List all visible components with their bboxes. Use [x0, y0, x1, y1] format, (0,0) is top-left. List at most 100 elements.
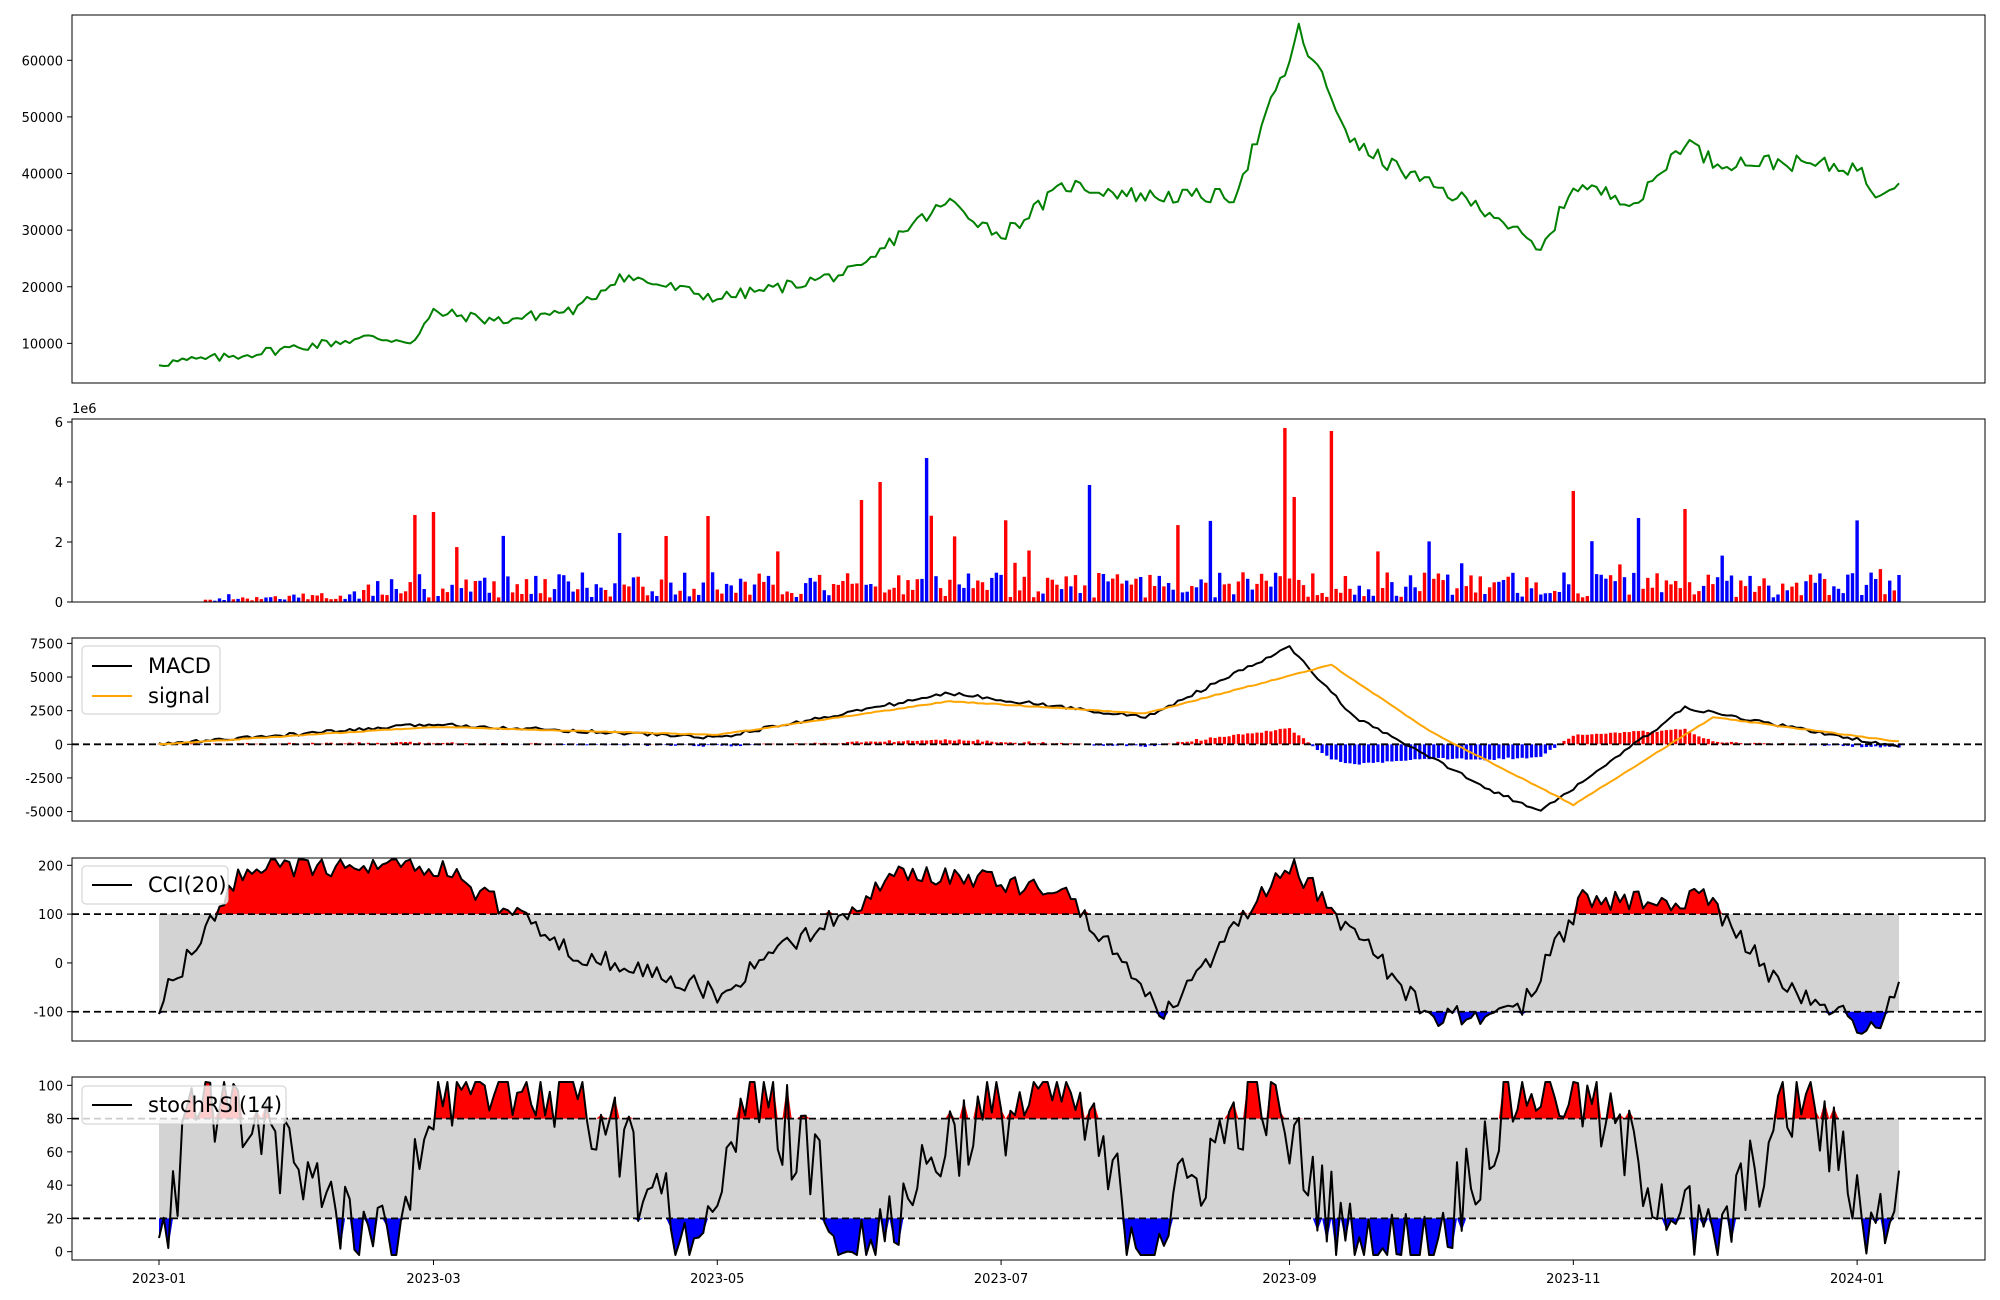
macd-histogram-bar: [1204, 739, 1208, 745]
volume-bar: [1097, 573, 1101, 602]
macd-histogram-bar: [1627, 732, 1631, 745]
volume-bar: [1408, 575, 1413, 602]
macd-histogram-bar: [673, 744, 677, 746]
volume-bar: [1325, 596, 1329, 602]
macd-histogram-bar: [1301, 738, 1306, 745]
macd-histogram-bar: [697, 744, 701, 747]
volume-bar: [1669, 584, 1673, 602]
volume-bar: [1748, 575, 1752, 602]
volume-bar: [269, 597, 273, 602]
macd-histogram-bar: [1567, 738, 1571, 745]
volume-bar: [1692, 594, 1696, 602]
volume-bar: [310, 595, 315, 602]
volume-bar: [1357, 585, 1361, 602]
macd-histogram-bar: [1692, 734, 1696, 745]
volume-bar: [976, 580, 980, 602]
cci-panel: -100 0 100 200: [33, 857, 1986, 1042]
volume-bar: [1455, 588, 1459, 602]
macd-histogram-bar: [1650, 731, 1654, 745]
volume-bar: [999, 574, 1003, 602]
volume-bar: [1287, 578, 1292, 602]
volume-bar: [1227, 583, 1231, 602]
volume-bar: [1827, 595, 1831, 602]
macd-histogram-bar: [1511, 744, 1515, 760]
volume-bar: [1608, 575, 1613, 602]
macd-histogram-bar: [1711, 741, 1715, 745]
macd-histogram-bar: [1585, 734, 1589, 745]
volume-bar: [957, 584, 961, 602]
macd-ytick-label: 5000: [30, 671, 63, 686]
macd-histogram-bar: [1376, 744, 1380, 763]
stochrsi-axes-frame: [71, 1076, 1986, 1261]
volume-bar: [1022, 576, 1026, 602]
volume-bar: [859, 500, 864, 602]
volume-bar: [1557, 592, 1562, 602]
macd-histogram-bar: [1632, 731, 1636, 745]
macd-histogram-bar: [464, 743, 468, 745]
macd-histogram-bar: [1664, 730, 1668, 745]
volume-bar: [1543, 593, 1548, 602]
volume-bar: [622, 584, 626, 602]
macd-ytick-label: 7500: [30, 637, 63, 652]
volume-bar: [943, 596, 947, 602]
volume-bar: [627, 586, 631, 602]
volume-bar: [1855, 520, 1859, 602]
volume-bar: [850, 583, 854, 602]
stochrsi-line: [158, 1081, 1900, 1256]
macd-histogram-bar: [385, 743, 389, 745]
volume-bar: [1045, 577, 1050, 602]
macd-histogram-bar: [431, 743, 436, 745]
volume-bar: [1576, 593, 1580, 602]
macd-histogram-bar: [1618, 732, 1622, 745]
macd-histogram-bar: [408, 741, 412, 745]
macd-histogram-bar: [1581, 734, 1585, 745]
volume-bar: [1273, 572, 1278, 602]
volume-bar: [1413, 587, 1417, 602]
macd-histogram-bar: [1483, 744, 1487, 761]
volume-bar: [1162, 586, 1166, 602]
volume-bar: [1757, 586, 1762, 602]
macd-histogram-bar: [1274, 730, 1278, 745]
volume-bar: [659, 579, 664, 602]
volume-bar: [901, 594, 906, 602]
volume-bar: [329, 599, 333, 602]
shared-x-axis: 2023-01 2023-03 2023-05 2023-07 2023-09 2023-…: [132, 1260, 1884, 1287]
macd-histogram-bar: [827, 743, 831, 745]
volume-bar: [520, 594, 524, 602]
volume-bar: [1139, 577, 1143, 602]
volume-bar: [692, 588, 696, 602]
stochrsi-legend-box: [81, 1085, 287, 1125]
volume-bar: [938, 588, 943, 602]
macd-histogram-bar: [1874, 744, 1878, 747]
macd-histogram-bar: [846, 742, 850, 745]
macd-histogram-bar: [887, 740, 891, 745]
volume-bar: [780, 594, 785, 602]
cci-legend-box: [81, 865, 229, 905]
volume-bar: [566, 581, 571, 602]
volume-bar: [1208, 520, 1213, 602]
macd-histogram-bar: [1222, 736, 1226, 745]
macd-histogram-bar: [864, 741, 868, 745]
macd-histogram-bar: [980, 741, 985, 745]
volume-bar: [1627, 594, 1631, 602]
volume-bar: [1497, 581, 1501, 602]
volume-bar: [994, 572, 999, 602]
macd-histogram-bar: [1404, 744, 1408, 761]
volume-bar: [980, 582, 985, 602]
volume-bar: [413, 515, 417, 602]
volume-bar: [385, 595, 389, 602]
macd-histogram-bar: [1525, 744, 1529, 759]
volume-bar: [1753, 591, 1757, 602]
macd-histogram-bar: [1450, 744, 1454, 759]
macd-histogram-bar: [1739, 743, 1743, 745]
volume-bar: [1683, 509, 1687, 602]
volume-bar: [1804, 581, 1808, 602]
macd-histogram-bar: [441, 743, 445, 745]
volume-bar: [469, 591, 473, 602]
volume-bar: [1808, 574, 1813, 602]
volume-bar: [557, 574, 561, 602]
volume-bar: [324, 598, 329, 602]
volume-bar: [683, 572, 687, 602]
price-panel: 10000 20000 30000 40000 50000 60000: [22, 14, 1986, 384]
macd-histogram-bar: [1311, 744, 1315, 747]
